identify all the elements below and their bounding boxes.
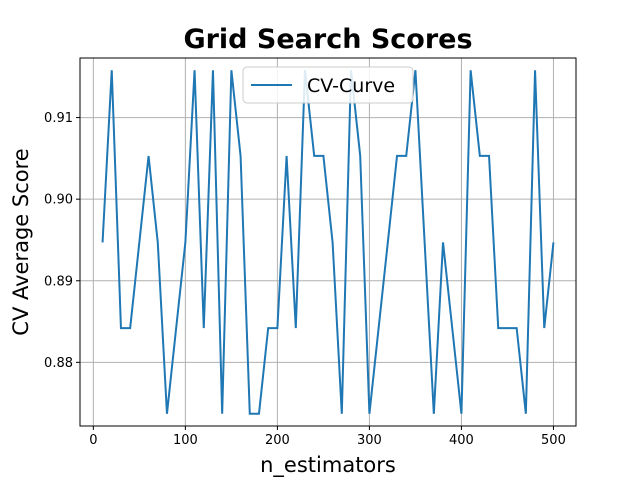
ticks: 0 100 200 300 400 500 0.88 0.89 0.90 0.91	[44, 111, 566, 448]
plot-frame	[79, 57, 577, 427]
series-layer	[101, 70, 555, 415]
x-tick-label: 0	[89, 433, 97, 448]
x-tick-label: 500	[541, 433, 566, 448]
y-tick-label: 0.91	[44, 111, 73, 126]
x-tick-label: 200	[265, 433, 290, 448]
y-tick-label: 0.88	[44, 356, 73, 371]
y-axis-label: CV Average Score	[9, 148, 33, 335]
y-tick-label: 0.90	[44, 193, 73, 208]
legend[interactable]: CV-Curve	[242, 66, 414, 104]
x-tick-label: 100	[173, 433, 198, 448]
x-tick-label: 300	[357, 433, 382, 448]
chart-title: Grid Search Scores	[183, 24, 472, 55]
x-axis-label: n_estimators	[260, 453, 396, 478]
y-tick-label: 0.89	[44, 274, 73, 289]
legend-box	[242, 66, 414, 104]
series-line-cv-curve	[101, 70, 555, 415]
x-tick-label: 400	[449, 433, 474, 448]
legend-label-cv-curve: CV-Curve	[307, 75, 395, 97]
